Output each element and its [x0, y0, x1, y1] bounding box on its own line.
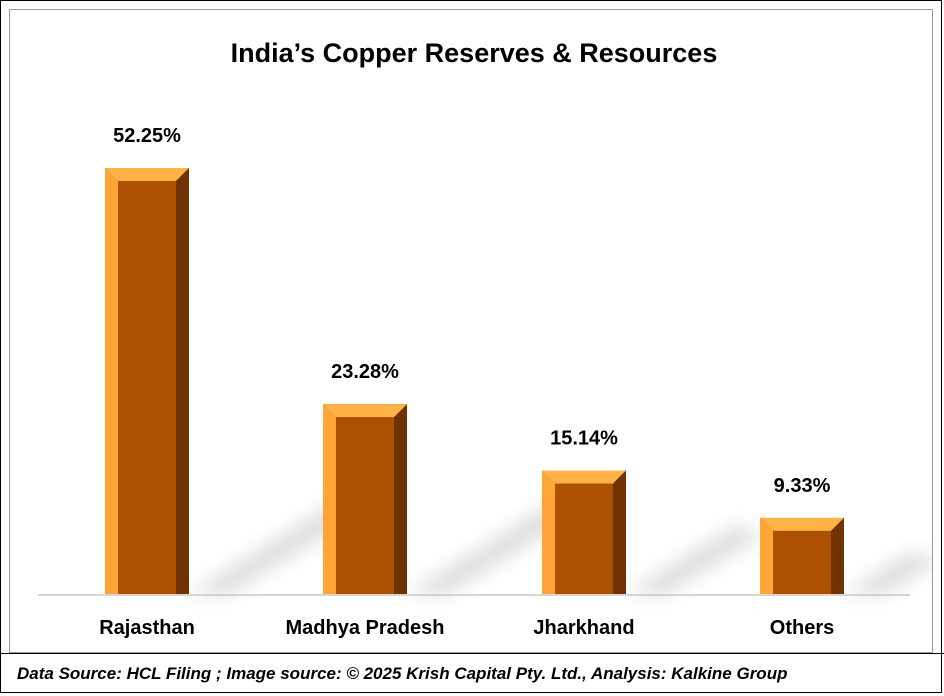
data-labels: 52.25% 23.28% 15.14% 9.33%	[113, 125, 830, 497]
bar-face	[336, 417, 394, 594]
data-label-jharkhand: 15.14%	[550, 428, 618, 450]
bar-madhya-pradesh	[323, 404, 407, 594]
chart-area: India’s Copper Reserves & Resources 52.2…	[9, 9, 933, 653]
data-label-rajasthan: 52.25%	[113, 125, 181, 147]
bar-rajasthan	[105, 168, 189, 594]
bar-chart: India’s Copper Reserves & Resources 52.2…	[38, 38, 932, 639]
bar-bevel-left	[542, 470, 555, 594]
bar-bevel-top	[105, 168, 189, 181]
bar-bevel-top	[323, 404, 407, 418]
bar-bevel-right	[613, 470, 626, 594]
bar-bevel-left	[105, 168, 118, 594]
bar-face	[555, 483, 613, 594]
bar-face	[118, 181, 176, 594]
bar-bevel-left	[760, 517, 773, 594]
bar-others	[760, 517, 844, 594]
bar-bevel-right	[176, 168, 189, 594]
bar-shadow-jharkhand	[626, 526, 765, 594]
bar-bevel-right	[831, 517, 844, 594]
bar-bevel-right	[394, 404, 407, 594]
data-label-others: 9.33%	[774, 475, 831, 497]
data-label-madhya-pradesh: 23.28%	[331, 361, 399, 383]
bar-bevel-left	[323, 404, 336, 594]
x-tick-label-jharkhand: Jharkhand	[533, 617, 634, 639]
x-tick-label-madhya-pradesh: Madhya Pradesh	[286, 617, 445, 639]
bars	[105, 168, 844, 594]
x-tick-label-rajasthan: Rajasthan	[99, 617, 195, 639]
bar-jharkhand	[542, 470, 626, 594]
bar-face	[773, 530, 831, 594]
bar-bevel-top	[760, 517, 844, 531]
footer: Data Source: HCL Filing ; Image source: …	[1, 653, 944, 696]
bar-bevel-top	[542, 470, 626, 484]
source-credit: Data Source: HCL Filing ; Image source: …	[17, 664, 788, 683]
chart-title: India’s Copper Reserves & Resources	[231, 38, 718, 68]
x-tick-label-others: Others	[770, 617, 834, 639]
bar-shadow-others	[844, 552, 932, 594]
x-tick-labels: Rajasthan Madhya Pradesh Jharkhand Others	[99, 617, 834, 639]
